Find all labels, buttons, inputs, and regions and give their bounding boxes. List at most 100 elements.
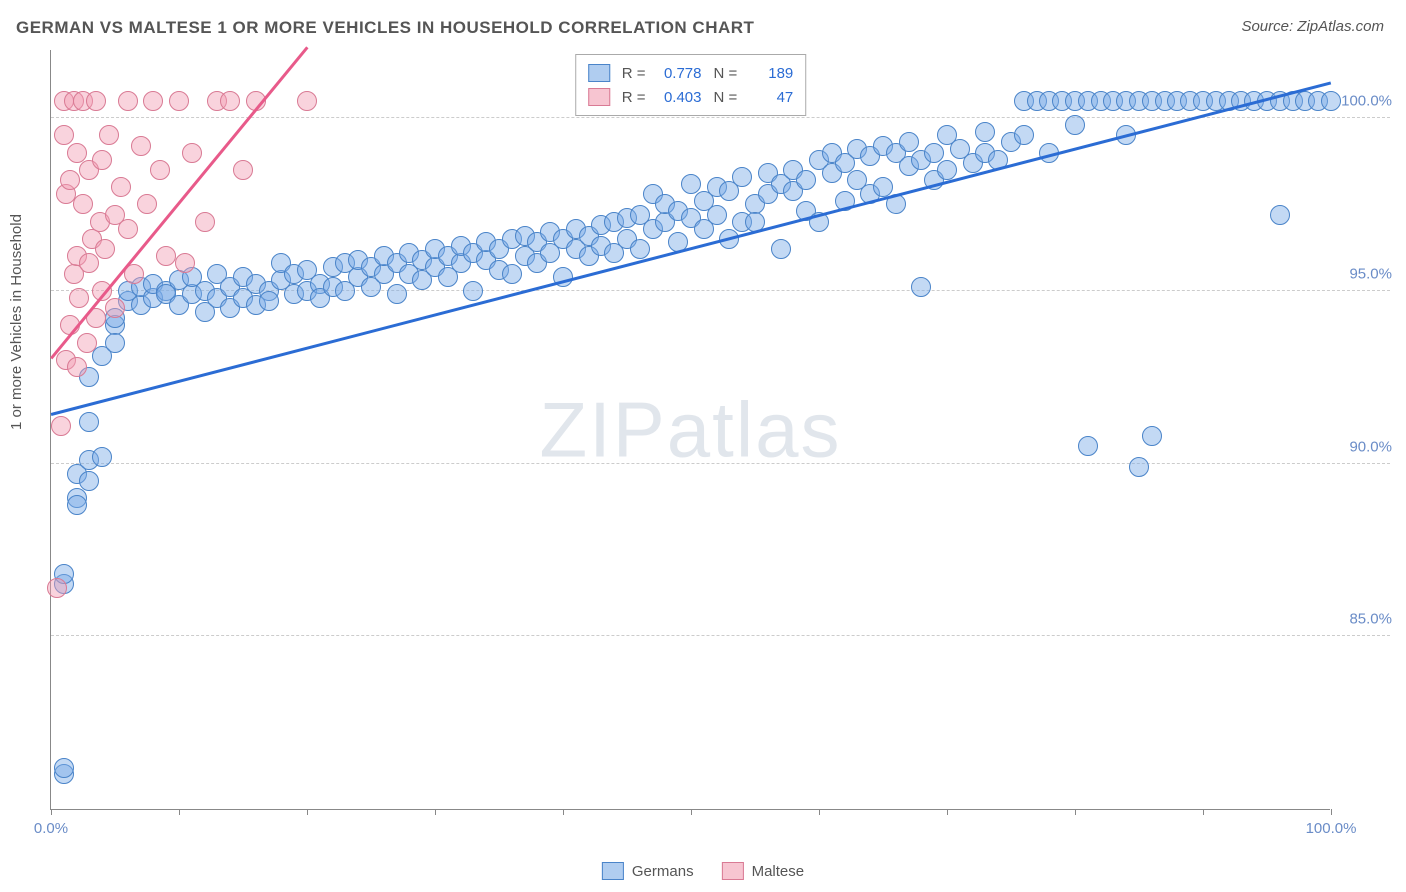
x-tick xyxy=(691,809,692,815)
data-point-maltese xyxy=(67,143,87,163)
data-point-germans xyxy=(630,239,650,259)
x-tick-label: 0.0% xyxy=(34,820,68,837)
data-point-germans xyxy=(1270,205,1290,225)
data-point-germans xyxy=(105,333,125,353)
data-point-germans xyxy=(937,160,957,180)
legend-n-label: N = xyxy=(714,65,738,82)
data-point-germans xyxy=(873,177,893,197)
y-tick-label: 100.0% xyxy=(1334,93,1392,110)
data-point-maltese xyxy=(118,91,138,111)
data-point-germans xyxy=(1014,125,1034,145)
data-point-germans xyxy=(707,205,727,225)
data-point-maltese xyxy=(118,219,138,239)
legend-r-label: R = xyxy=(622,89,646,106)
data-point-maltese xyxy=(47,578,67,598)
data-point-maltese xyxy=(175,253,195,273)
data-point-maltese xyxy=(156,246,176,266)
legend-swatch-pink-icon xyxy=(722,862,744,880)
gridline-h xyxy=(51,463,1390,464)
data-point-germans xyxy=(1129,457,1149,477)
data-point-germans xyxy=(92,447,112,467)
data-point-germans xyxy=(463,281,483,301)
data-point-maltese xyxy=(51,416,71,436)
legend-label-germans: Germans xyxy=(632,863,694,880)
data-point-germans xyxy=(975,122,995,142)
data-point-maltese xyxy=(54,125,74,145)
legend-n-value-germans: 189 xyxy=(749,65,793,82)
watermark-zip: ZIP xyxy=(539,385,666,473)
x-tick-label: 100.0% xyxy=(1306,820,1357,837)
data-point-maltese xyxy=(297,91,317,111)
data-point-maltese xyxy=(73,194,93,214)
data-point-germans xyxy=(681,174,701,194)
source-attribution: Source: ZipAtlas.com xyxy=(1241,18,1384,35)
legend-stats-box: R = 0.778 N = 189 R = 0.403 N = 47 xyxy=(575,54,807,116)
data-point-germans xyxy=(79,412,99,432)
y-tick-label: 95.0% xyxy=(1334,265,1392,282)
data-point-maltese xyxy=(69,288,89,308)
data-point-germans xyxy=(1321,91,1341,111)
data-point-maltese xyxy=(99,125,119,145)
watermark: ZIPatlas xyxy=(539,384,841,475)
x-tick xyxy=(179,809,180,815)
legend-n-label: N = xyxy=(714,89,738,106)
legend-bottom: Germans Maltese xyxy=(602,862,804,880)
watermark-atlas: atlas xyxy=(667,385,842,473)
data-point-maltese xyxy=(105,298,125,318)
data-point-germans xyxy=(924,143,944,163)
data-point-maltese xyxy=(220,91,240,111)
scatter-plot-area: ZIPatlas R = 0.778 N = 189 R = 0.403 N =… xyxy=(50,50,1330,810)
data-point-maltese xyxy=(95,239,115,259)
data-point-maltese xyxy=(233,160,253,180)
y-tick-label: 90.0% xyxy=(1334,438,1392,455)
legend-swatch-pink-icon xyxy=(588,88,610,106)
data-point-maltese xyxy=(195,212,215,232)
data-point-maltese xyxy=(86,91,106,111)
gridline-h xyxy=(51,635,1390,636)
y-tick-label: 85.0% xyxy=(1334,611,1392,628)
data-point-maltese xyxy=(60,170,80,190)
data-point-maltese xyxy=(182,143,202,163)
data-point-germans xyxy=(899,132,919,152)
legend-stats-row-germans: R = 0.778 N = 189 xyxy=(588,61,794,85)
y-axis-label: 1 or more Vehicles in Household xyxy=(8,214,25,430)
data-point-germans xyxy=(79,471,99,491)
x-tick xyxy=(1075,809,1076,815)
legend-n-value-maltese: 47 xyxy=(749,89,793,106)
x-tick xyxy=(1203,809,1204,815)
x-tick xyxy=(563,809,564,815)
legend-r-value-germans: 0.778 xyxy=(658,65,702,82)
chart-title: GERMAN VS MALTESE 1 OR MORE VEHICLES IN … xyxy=(16,18,754,38)
data-point-maltese xyxy=(67,357,87,377)
data-point-maltese xyxy=(92,150,112,170)
x-tick xyxy=(51,809,52,815)
data-point-germans xyxy=(911,277,931,297)
data-point-maltese xyxy=(150,160,170,180)
data-point-germans xyxy=(1065,115,1085,135)
x-tick xyxy=(1331,809,1332,815)
legend-swatch-blue-icon xyxy=(602,862,624,880)
data-point-germans xyxy=(54,758,74,778)
data-point-germans xyxy=(1142,426,1162,446)
legend-r-label: R = xyxy=(622,65,646,82)
x-tick xyxy=(947,809,948,815)
trend-line-germans xyxy=(51,81,1332,415)
x-tick xyxy=(819,809,820,815)
x-tick xyxy=(307,809,308,815)
data-point-maltese xyxy=(137,194,157,214)
data-point-maltese xyxy=(143,91,163,111)
data-point-maltese xyxy=(79,253,99,273)
data-point-germans xyxy=(259,291,279,311)
data-point-maltese xyxy=(111,177,131,197)
data-point-germans xyxy=(502,264,522,284)
data-point-germans xyxy=(67,495,87,515)
legend-item-maltese: Maltese xyxy=(722,862,805,880)
legend-stats-row-maltese: R = 0.403 N = 47 xyxy=(588,85,794,109)
legend-swatch-blue-icon xyxy=(588,64,610,82)
data-point-germans xyxy=(771,239,791,259)
legend-label-maltese: Maltese xyxy=(752,863,805,880)
x-tick xyxy=(435,809,436,815)
data-point-germans xyxy=(732,167,752,187)
legend-item-germans: Germans xyxy=(602,862,694,880)
legend-r-value-maltese: 0.403 xyxy=(658,89,702,106)
